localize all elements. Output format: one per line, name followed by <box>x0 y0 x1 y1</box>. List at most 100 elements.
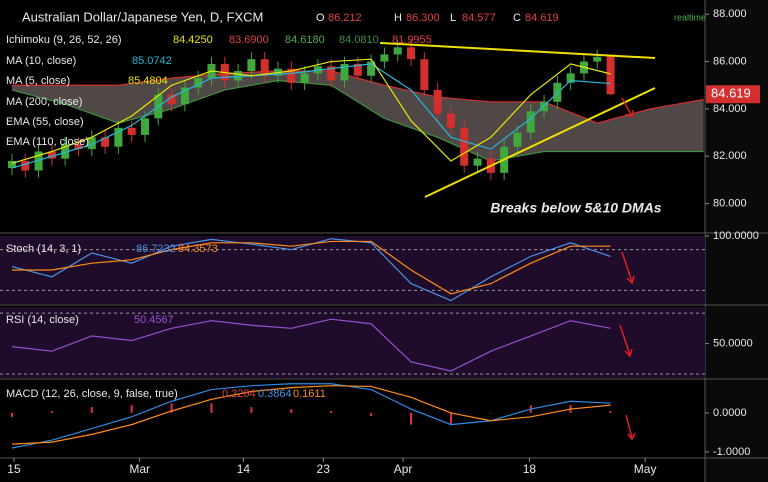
candle-body <box>21 160 30 171</box>
legend-readout: 84.6180 <box>285 34 325 46</box>
candle-body <box>287 68 296 83</box>
candle-body <box>380 54 389 62</box>
status: realtime <box>674 12 706 22</box>
chart-title: Australian Dollar/Japanese Yen, D, FXCM <box>22 9 263 24</box>
x-tick-label: 23 <box>317 462 331 476</box>
histogram-bar <box>50 410 53 413</box>
candle-body <box>606 56 615 95</box>
histogram-bar <box>489 412 492 414</box>
trendline <box>379 42 656 59</box>
legend-entry: Ichimoku (9, 26, 52, 26) <box>6 34 122 46</box>
candle-body <box>327 66 336 81</box>
legend-entry: MA (10, close) <box>6 55 76 67</box>
histogram-bar <box>210 403 213 413</box>
indicator-line <box>11 385 611 445</box>
y-tick-label: 84.000 <box>713 103 747 115</box>
ohlc-label: C <box>513 12 521 24</box>
annotation: Breaks below 5&10 DMAs <box>490 200 661 216</box>
legend-entry: EMA (55, close) <box>6 116 84 128</box>
y-tick-label: 80.000 <box>713 197 747 209</box>
y-tick-label: 50.0000 <box>713 337 753 349</box>
candle-body <box>101 137 110 147</box>
candle-body <box>247 59 256 72</box>
histogram-bar <box>170 403 173 413</box>
candle-body <box>353 63 362 76</box>
moving-average <box>11 58 611 164</box>
candle-body <box>194 78 203 88</box>
candle-body <box>460 127 469 166</box>
legend-entry: MA (5, close) <box>6 75 70 87</box>
price-axis-area <box>705 0 768 482</box>
legend-readout: 81.9955 <box>392 34 432 46</box>
panel-background <box>0 236 705 304</box>
candle-body <box>340 63 349 81</box>
candle-body <box>234 71 243 81</box>
legend-readout: 85.4804 <box>128 75 168 87</box>
histogram-bar <box>330 410 333 413</box>
legend-readout: 84.4250 <box>173 34 213 46</box>
histogram-bar <box>370 412 373 417</box>
candle-body <box>34 151 43 171</box>
legend-readout: 85.0742 <box>132 55 172 67</box>
indicator-line <box>11 383 611 449</box>
moving-average <box>11 63 611 169</box>
ohlc-label: O <box>316 12 325 24</box>
candle-body <box>61 144 70 159</box>
legend-readout: 0.2264 <box>222 388 256 400</box>
legend-readout: 50.4567 <box>134 314 174 326</box>
arrows <box>619 97 636 441</box>
legend-readout: 0.1611 <box>293 388 326 400</box>
ohlc-value: 86.300 <box>406 12 440 24</box>
ohlc-label: H <box>394 12 402 24</box>
arrow <box>621 251 635 285</box>
candle-body <box>74 144 83 150</box>
indicator-line <box>11 318 611 372</box>
histogram-bar <box>90 407 93 413</box>
candle-body <box>114 127 123 147</box>
y-tick-label: 0.0000 <box>713 407 747 419</box>
candle-body <box>87 137 96 150</box>
candle-body <box>140 118 149 135</box>
candle-body <box>433 89 442 114</box>
candle-body <box>526 111 535 133</box>
x-tick-label: Apr <box>394 462 413 476</box>
panel-background <box>0 307 705 378</box>
legend-readout: 84.3573 <box>178 243 218 255</box>
arrow <box>625 414 636 441</box>
ohlc-label: L <box>450 12 456 24</box>
candle-body <box>180 87 189 105</box>
y-tick-label: 86.000 <box>713 55 747 67</box>
legend-readout: 83.6900 <box>229 34 269 46</box>
histogram-bar <box>290 409 293 413</box>
legend-entry: MA (200, close) <box>6 96 82 108</box>
candle-body <box>473 158 482 166</box>
candle-body <box>593 56 602 62</box>
histogram-bar <box>410 412 413 425</box>
histogram-bar <box>449 412 452 425</box>
histogram-bar <box>609 410 612 413</box>
ohlc-value: 84.577 <box>462 12 496 24</box>
panel-title: RSI (14, close) <box>6 314 79 326</box>
arrow <box>619 324 633 358</box>
last-price-label: 84.619 <box>711 86 751 101</box>
candle-body <box>393 47 402 55</box>
legend-readout: 84.0810 <box>339 34 379 46</box>
last-price-box <box>706 85 760 104</box>
candle-body <box>167 94 176 105</box>
histogram-bar <box>130 405 133 413</box>
y-tick-label: 100.0000 <box>713 230 759 242</box>
candle-body <box>127 127 136 135</box>
panel-title: Stoch (14, 3, 1) <box>6 243 81 255</box>
candle-body <box>513 132 522 147</box>
candle-body <box>420 59 429 90</box>
x-tick-label: May <box>634 462 657 476</box>
candle-body <box>300 73 309 83</box>
candle-body <box>446 113 455 128</box>
candle-body <box>47 151 56 159</box>
x-tick-label: 15 <box>7 462 21 476</box>
candle-body <box>260 59 269 76</box>
candle-body <box>407 47 416 60</box>
x-tick-label: Mar <box>129 462 150 476</box>
y-tick-label: 82.000 <box>713 150 747 162</box>
